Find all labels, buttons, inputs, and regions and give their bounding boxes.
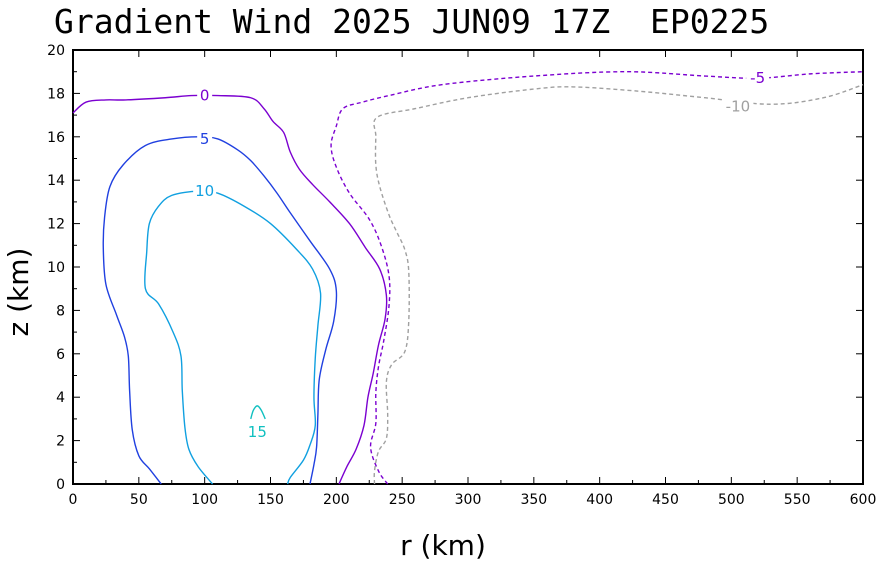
y-axis-title: z (km) — [2, 248, 35, 337]
contour-line — [102, 136, 338, 485]
contour-label-bg — [193, 182, 217, 199]
x-tick-label: 550 — [784, 492, 811, 508]
y-tick-label: 8 — [56, 303, 65, 319]
x-tick-label: 400 — [586, 492, 613, 508]
chart-title: Gradient Wind 2025 JUN09 17Z EP0225 — [54, 2, 770, 41]
contour-line — [373, 84, 864, 485]
contour-lines — [72, 70, 864, 485]
y-tick-label: 14 — [47, 173, 65, 189]
y-tick-label: 4 — [56, 390, 65, 406]
contour-label-bg — [245, 422, 269, 439]
x-tick-label: 100 — [191, 492, 218, 508]
y-axis-ticks: 0 2 4 6 8 10 12 14 16 18 20 — [47, 43, 863, 493]
y-tick-label: 10 — [47, 260, 65, 276]
contour-line — [72, 94, 388, 485]
contour-line — [330, 70, 864, 485]
contour-line — [250, 405, 266, 420]
contour-label: 15 — [248, 423, 267, 441]
x-tick-label: 350 — [520, 492, 547, 508]
x-axis-title: r (km) — [400, 529, 486, 561]
y-tick-label: 6 — [56, 347, 65, 363]
x-tick-label: 500 — [718, 492, 745, 508]
contour-label-bg — [722, 97, 754, 114]
y-tick-label: 12 — [47, 217, 65, 233]
x-tick-label: 150 — [257, 492, 284, 508]
y-tick-label: 2 — [56, 434, 65, 450]
y-tick-label: 16 — [47, 130, 65, 146]
y-tick-label: 0 — [56, 477, 65, 493]
x-tick-label: 50 — [130, 492, 148, 508]
contour-label: 0 — [200, 87, 210, 105]
contour-label: -5 — [750, 69, 765, 87]
x-tick-label: 300 — [455, 492, 482, 508]
y-tick-label: 18 — [47, 86, 65, 102]
x-tick-label: 600 — [850, 492, 877, 508]
x-tick-label: 250 — [389, 492, 416, 508]
contour-label-bg — [746, 69, 770, 86]
x-tick-label: 0 — [69, 492, 78, 508]
contour-label: 10 — [195, 182, 214, 200]
contour-label-bg — [197, 129, 213, 146]
x-axis-ticks: 0 50 100 150 200 250 300 350 400 450 500 550 600 — [69, 50, 877, 508]
contour-line — [143, 190, 322, 485]
contour-label-bg — [197, 86, 213, 103]
x-tick-label: 450 — [652, 492, 679, 508]
contour-label: 5 — [200, 130, 210, 148]
y-tick-label: 20 — [47, 43, 65, 59]
x-tick-label: 200 — [323, 492, 350, 508]
contour-label: -10 — [726, 97, 751, 115]
contour-labels: 0 5 10 15 -5 -10 — [193, 69, 770, 441]
